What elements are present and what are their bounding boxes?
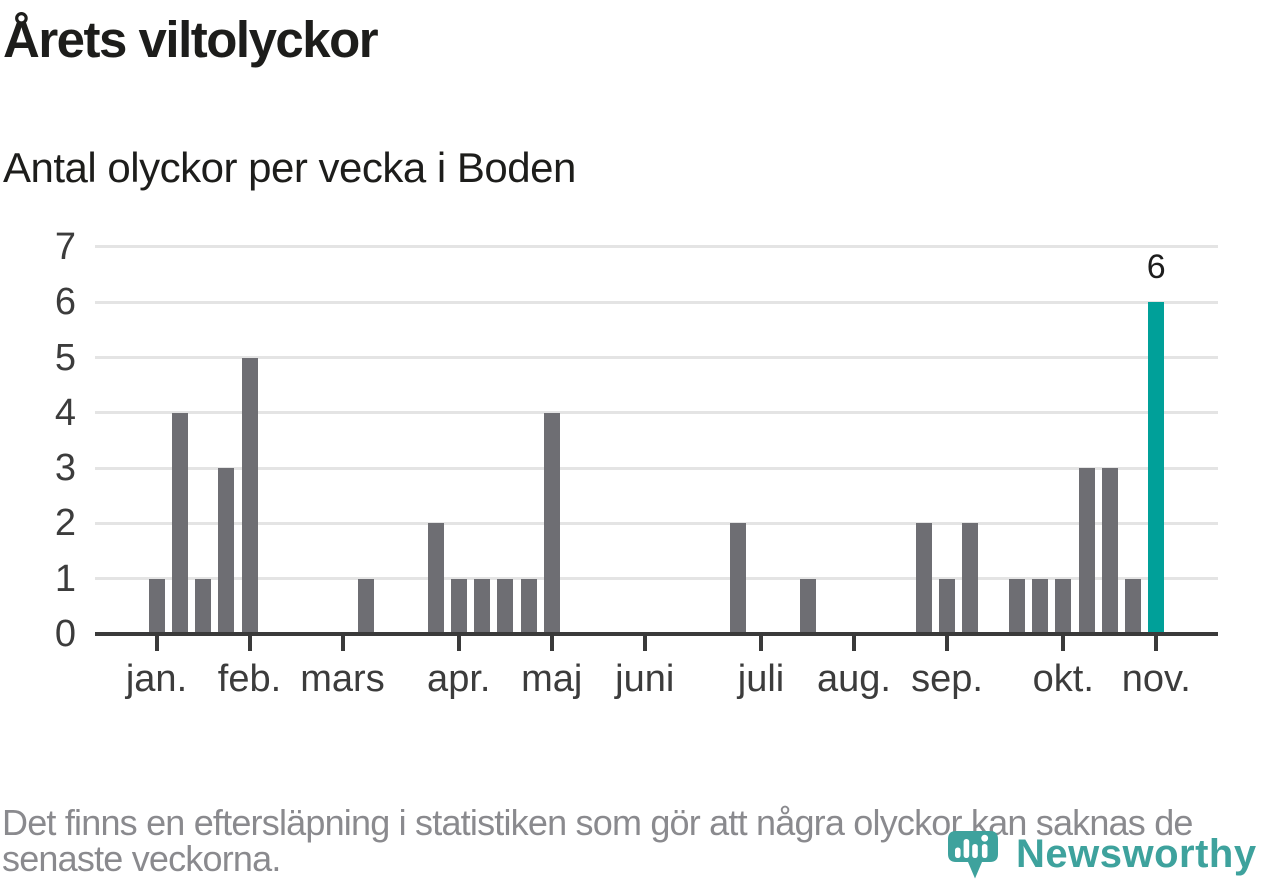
y-axis-label-7: 7 <box>54 225 76 268</box>
y-axis-label-4: 4 <box>54 391 76 434</box>
bar-week-13 <box>427 523 444 634</box>
newsworthy-logo: Newsworthy <box>948 830 1257 879</box>
highlight-value-label: 6 <box>1146 248 1166 287</box>
y-axis-label-3: 3 <box>54 447 76 490</box>
x-tick-feb <box>247 636 252 651</box>
bar-week-39 <box>1032 578 1048 634</box>
bar-week-40 <box>1055 578 1072 634</box>
x-axis-label-aug: aug. <box>817 658 891 700</box>
gridline-y-2 <box>95 521 1218 525</box>
y-axis-label-1: 1 <box>54 557 76 600</box>
bar-week-29 <box>799 578 816 634</box>
gridline-y-4 <box>95 411 1218 415</box>
x-tick-juli <box>759 636 763 651</box>
x-tick-maj <box>549 636 554 651</box>
x-tick-juni <box>642 636 647 651</box>
x-axis-label-juli: juli <box>737 658 785 700</box>
bar-week-38 <box>1008 578 1025 634</box>
x-tick-nov <box>1154 636 1159 651</box>
x-axis-label-jan: jan. <box>125 658 188 700</box>
bar-week-34 <box>915 523 932 634</box>
bar-week-3 <box>195 578 211 634</box>
gridline-y-3 <box>95 466 1218 470</box>
newsworthy-pin-icon <box>948 831 998 879</box>
gridline-y-6 <box>95 300 1218 304</box>
x-tick-okt <box>1061 636 1066 651</box>
chart-title: Årets viltolyckor <box>3 11 379 68</box>
x-tick-sep <box>945 636 949 651</box>
x-axis-label-okt: okt. <box>1032 658 1094 700</box>
bar-week-4 <box>218 468 235 634</box>
bar-week-43 <box>1125 578 1141 634</box>
bar-week-2 <box>171 412 188 634</box>
bar-week-17 <box>520 578 537 634</box>
x-tick-jan <box>154 636 159 651</box>
bar-week-18 <box>543 412 560 634</box>
x-axis-label-sep: sep. <box>911 658 983 700</box>
x-tick-apr <box>456 636 461 651</box>
x-axis-label-mars: mars <box>300 658 385 700</box>
y-axis-label-6: 6 <box>54 281 76 324</box>
x-axis-label-juni: juni <box>615 658 675 700</box>
bar-week-14 <box>450 578 467 634</box>
gridline-y-5 <box>95 356 1218 359</box>
bar-week-5 <box>241 357 258 634</box>
gridline-y-1 <box>95 577 1218 581</box>
y-axis-label-2: 2 <box>54 502 76 545</box>
footnote-line: senaste veckorna. <box>2 838 281 879</box>
x-axis-label-feb: feb. <box>217 658 282 700</box>
bar-week-26 <box>729 523 746 634</box>
bar-week-16 <box>497 578 514 634</box>
bar-week-15 <box>474 578 490 634</box>
x-axis-label-apr: apr. <box>427 658 491 700</box>
bar-week-35 <box>939 578 955 634</box>
bar-week-1 <box>148 578 165 634</box>
y-axis-label-5: 5 <box>54 336 76 379</box>
chart-subtitle: Antal olyckor per vecka i Boden <box>3 144 576 191</box>
bar-week-42 <box>1101 468 1118 634</box>
bar-week-41 <box>1078 468 1095 634</box>
newsworthy-logo-text: Newsworthy <box>1016 832 1257 876</box>
bar-week-10 <box>357 578 374 634</box>
bar-week-36 <box>962 523 979 634</box>
gridline-y-7 <box>95 245 1218 249</box>
x-tick-aug <box>852 636 856 651</box>
bar-week-44-highlighted <box>1148 302 1165 634</box>
x-axis-label-maj: maj <box>521 658 583 700</box>
x-axis-line <box>95 632 1218 636</box>
y-axis-label-0: 0 <box>54 613 76 655</box>
x-axis-label-nov: nov. <box>1121 658 1191 700</box>
x-tick-mars <box>340 636 345 651</box>
